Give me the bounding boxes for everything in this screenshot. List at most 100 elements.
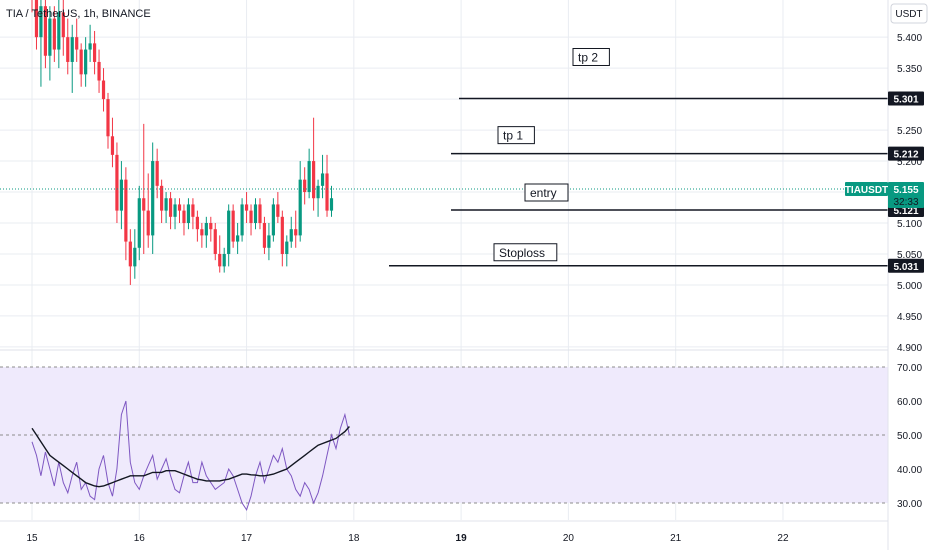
trade-levels[interactable]: tp 2 tp 1 entry Stoploss bbox=[0, 47, 888, 267]
candle-body bbox=[209, 223, 213, 230]
candle[interactable] bbox=[258, 198, 262, 230]
candle[interactable] bbox=[285, 235, 289, 267]
candle[interactable] bbox=[79, 43, 83, 87]
candlestick-series[interactable] bbox=[30, 0, 334, 285]
candle[interactable] bbox=[101, 68, 106, 112]
candle[interactable] bbox=[34, 0, 39, 50]
candle[interactable] bbox=[213, 223, 217, 261]
candle[interactable] bbox=[320, 154, 325, 199]
candle[interactable] bbox=[43, 0, 48, 69]
candle[interactable] bbox=[133, 229, 137, 279]
chart-title: TIA / TetherUS, 1h, BINANCE bbox=[6, 8, 151, 20]
level-label: Stoploss bbox=[499, 246, 545, 260]
candle[interactable] bbox=[289, 216, 293, 248]
candle[interactable] bbox=[204, 216, 208, 248]
candle[interactable] bbox=[84, 37, 88, 87]
candle[interactable] bbox=[97, 49, 101, 93]
candle-body bbox=[200, 229, 204, 236]
candle[interactable] bbox=[115, 142, 119, 224]
candle[interactable] bbox=[39, 0, 43, 87]
candle[interactable] bbox=[316, 179, 320, 217]
candle[interactable] bbox=[106, 92, 110, 149]
candle[interactable] bbox=[209, 216, 213, 242]
candle[interactable] bbox=[325, 154, 329, 217]
candle[interactable] bbox=[70, 24, 74, 93]
candle[interactable] bbox=[146, 173, 150, 248]
candle[interactable] bbox=[110, 117, 115, 168]
candle[interactable] bbox=[182, 204, 186, 236]
candle[interactable] bbox=[164, 192, 168, 224]
candle[interactable] bbox=[151, 142, 155, 254]
candle[interactable] bbox=[303, 167, 307, 205]
candle[interactable] bbox=[271, 198, 275, 242]
rsi-tick-label: 30.00 bbox=[897, 499, 922, 510]
candle[interactable] bbox=[173, 198, 177, 230]
candle[interactable] bbox=[168, 192, 173, 230]
level-label: tp 1 bbox=[503, 129, 523, 143]
candle[interactable] bbox=[236, 223, 240, 254]
candle[interactable] bbox=[30, 0, 33, 13]
level-price-tag[interactable] bbox=[888, 91, 924, 106]
candle[interactable] bbox=[75, 18, 79, 62]
candle-body bbox=[133, 247, 137, 267]
time-axis[interactable]: 15 16 17 18 19 20 21 22 bbox=[0, 520, 888, 544]
candle[interactable] bbox=[231, 204, 235, 248]
candle[interactable] bbox=[200, 223, 204, 248]
candle-body bbox=[142, 198, 146, 211]
candle[interactable] bbox=[267, 223, 271, 261]
candle[interactable] bbox=[249, 204, 253, 236]
level-label-box[interactable] bbox=[572, 47, 610, 66]
candle[interactable] bbox=[307, 148, 311, 199]
candle[interactable] bbox=[52, 6, 56, 62]
candle[interactable] bbox=[298, 161, 302, 242]
candle[interactable] bbox=[227, 204, 231, 267]
candle[interactable] bbox=[124, 167, 128, 261]
level-label-box[interactable] bbox=[524, 183, 569, 202]
candle[interactable] bbox=[128, 229, 132, 285]
candle[interactable] bbox=[280, 210, 284, 267]
price-axis[interactable]: 5.4005.3505.3005.2505.2005.1505.1005.050… bbox=[845, 0, 932, 550]
level-label-box[interactable] bbox=[497, 126, 535, 145]
candle[interactable] bbox=[177, 198, 182, 224]
rsi-line[interactable] bbox=[31, 400, 350, 511]
candle[interactable] bbox=[244, 192, 249, 224]
candle[interactable] bbox=[262, 216, 267, 254]
candle[interactable] bbox=[155, 148, 159, 199]
candle[interactable] bbox=[61, 0, 65, 56]
candle[interactable] bbox=[57, 0, 61, 69]
candle[interactable] bbox=[66, 18, 70, 75]
candle[interactable] bbox=[186, 198, 191, 230]
rsi-ma-line[interactable] bbox=[31, 426, 350, 488]
symbol-badge[interactable] bbox=[845, 181, 888, 196]
candle[interactable] bbox=[48, 6, 52, 81]
candle[interactable] bbox=[253, 198, 258, 230]
level-price-tag[interactable] bbox=[888, 258, 924, 273]
rsi-pane[interactable] bbox=[0, 366, 888, 511]
candle-body bbox=[271, 204, 275, 236]
currency-button[interactable] bbox=[890, 3, 928, 24]
candle[interactable] bbox=[222, 247, 226, 273]
candle[interactable] bbox=[191, 198, 195, 230]
candle[interactable] bbox=[160, 179, 164, 224]
candle[interactable] bbox=[312, 117, 316, 211]
candle[interactable] bbox=[240, 198, 244, 242]
symbol-badge-label: TIAUSDT bbox=[845, 185, 888, 196]
candle[interactable] bbox=[294, 210, 298, 248]
candle[interactable] bbox=[137, 185, 141, 261]
candle[interactable] bbox=[276, 192, 280, 224]
candle[interactable] bbox=[195, 210, 199, 242]
candle[interactable] bbox=[88, 24, 92, 62]
candle[interactable] bbox=[92, 30, 97, 75]
current-price-tag[interactable] bbox=[888, 181, 924, 208]
candle-body bbox=[48, 18, 52, 56]
level-price-tag[interactable] bbox=[888, 146, 924, 161]
candle[interactable] bbox=[329, 185, 334, 217]
candle[interactable] bbox=[119, 161, 123, 230]
candle-body bbox=[128, 241, 132, 267]
candle[interactable] bbox=[218, 235, 222, 273]
candle[interactable] bbox=[142, 123, 146, 254]
level-label-box[interactable] bbox=[493, 243, 558, 262]
time-tick-label: 21 bbox=[670, 533, 682, 544]
